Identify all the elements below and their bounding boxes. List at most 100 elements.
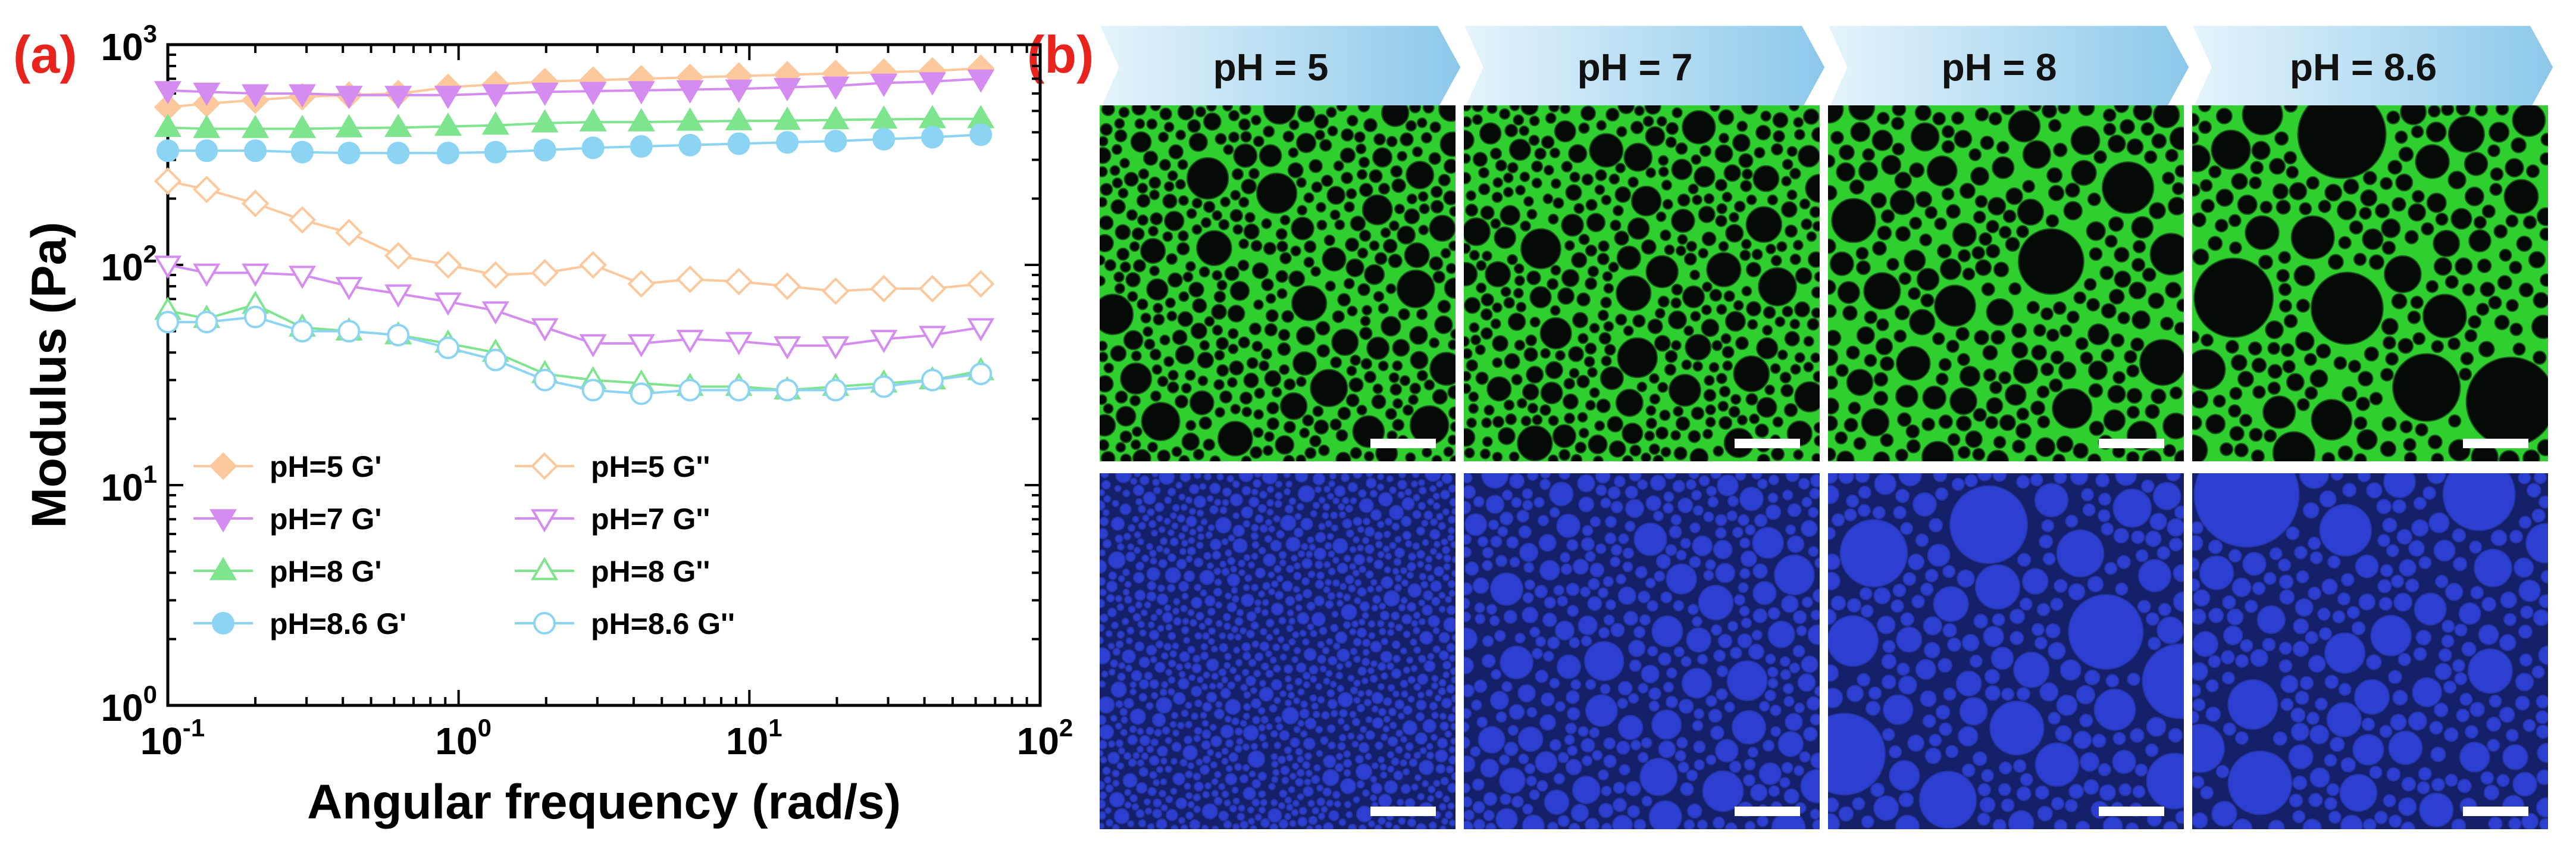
droplet <box>1204 617 1213 626</box>
droplet <box>2333 356 2347 370</box>
droplet <box>1473 818 1486 829</box>
droplet <box>2467 648 2513 694</box>
droplet <box>1418 618 1426 626</box>
droplet <box>1117 672 1126 682</box>
droplet <box>1149 679 1159 689</box>
droplet <box>1658 652 1672 666</box>
droplet <box>1100 136 1109 147</box>
droplet <box>2362 818 2377 829</box>
droplet <box>1200 651 1209 660</box>
droplet <box>1433 779 1441 788</box>
droplet <box>1369 240 1380 251</box>
droplet <box>1895 489 1910 504</box>
droplet <box>1195 106 1207 118</box>
droplet <box>1417 673 1429 685</box>
droplet <box>1669 525 1682 539</box>
droplet <box>2505 214 2519 228</box>
droplet <box>1417 560 1425 568</box>
droplet <box>2031 344 2048 361</box>
droplet <box>1828 376 1838 390</box>
droplet <box>2539 818 2548 829</box>
droplet <box>1213 379 1225 390</box>
droplet <box>1429 485 1437 492</box>
droplet <box>1265 669 1274 678</box>
droplet <box>1177 159 1188 170</box>
droplet <box>1287 609 1294 617</box>
droplet <box>1794 702 1805 714</box>
droplet <box>1116 543 1125 551</box>
droplet <box>2398 146 2414 163</box>
droplet <box>1254 567 1266 579</box>
droplet <box>1740 550 1757 567</box>
droplet <box>1377 756 1385 764</box>
droplet <box>1886 258 1900 271</box>
droplet <box>1811 307 1820 318</box>
droplet <box>1793 449 1804 461</box>
droplet <box>1873 451 1890 461</box>
droplet <box>2248 341 2262 356</box>
droplet <box>1764 384 1776 395</box>
droplet <box>1353 638 1362 646</box>
droplet <box>1222 105 1234 112</box>
droplet <box>1934 285 1976 327</box>
droplet <box>1100 196 1108 208</box>
droplet <box>1571 252 1588 268</box>
droplet <box>1232 797 1240 805</box>
droplet <box>1306 825 1314 829</box>
droplet <box>1448 654 1456 663</box>
droplet <box>2390 574 2405 588</box>
droplet <box>1167 529 1175 537</box>
droplet <box>1311 612 1326 627</box>
droplet <box>1683 819 1695 829</box>
droplet <box>1846 494 1860 508</box>
droplet <box>2518 624 2533 639</box>
droplet <box>1311 181 1323 193</box>
droplet <box>1507 313 1526 331</box>
droplet <box>1314 595 1325 607</box>
droplet <box>1129 395 1141 407</box>
droplet <box>2531 665 2545 679</box>
droplet <box>1539 714 1557 731</box>
droplet <box>1185 261 1196 272</box>
droplet <box>2192 131 2199 145</box>
droplet <box>1836 162 1856 182</box>
droplet <box>2249 176 2262 190</box>
droplet <box>1627 639 1646 657</box>
data-point <box>627 270 655 298</box>
droplet <box>2040 362 2055 377</box>
droplet <box>1303 737 1316 750</box>
droplet <box>1357 587 1367 597</box>
droplet <box>1698 475 1710 487</box>
droplet <box>1809 488 1820 499</box>
droplet <box>1370 782 1383 795</box>
droplet <box>1288 617 1296 625</box>
droplet <box>1610 556 1621 567</box>
droplet <box>1945 745 1959 758</box>
droplet <box>1500 511 1514 526</box>
droplet <box>1303 589 1313 599</box>
droplet <box>1278 551 1287 560</box>
droplet <box>1757 454 1770 461</box>
droplet <box>2207 236 2223 251</box>
droplet <box>1231 717 1240 726</box>
droplet <box>1115 640 1124 649</box>
droplet <box>1349 546 1357 554</box>
droplet <box>1752 580 1777 605</box>
droplet <box>1364 544 1375 554</box>
droplet <box>2036 602 2051 617</box>
droplet <box>2458 367 2472 381</box>
data-point <box>387 142 410 165</box>
droplet <box>2040 307 2054 321</box>
droplet <box>1358 156 1370 168</box>
droplet <box>1440 248 1451 259</box>
droplet <box>1416 526 1426 536</box>
droplet <box>1770 363 1781 374</box>
data-point <box>384 284 412 308</box>
droplet <box>2382 517 2397 533</box>
droplet <box>1358 618 1366 626</box>
droplet <box>1857 504 1871 517</box>
droplet <box>1464 513 1488 536</box>
droplet <box>2295 690 2309 705</box>
ph-banner-7: pH = 7 <box>1462 23 1828 112</box>
droplet <box>2022 180 2036 193</box>
